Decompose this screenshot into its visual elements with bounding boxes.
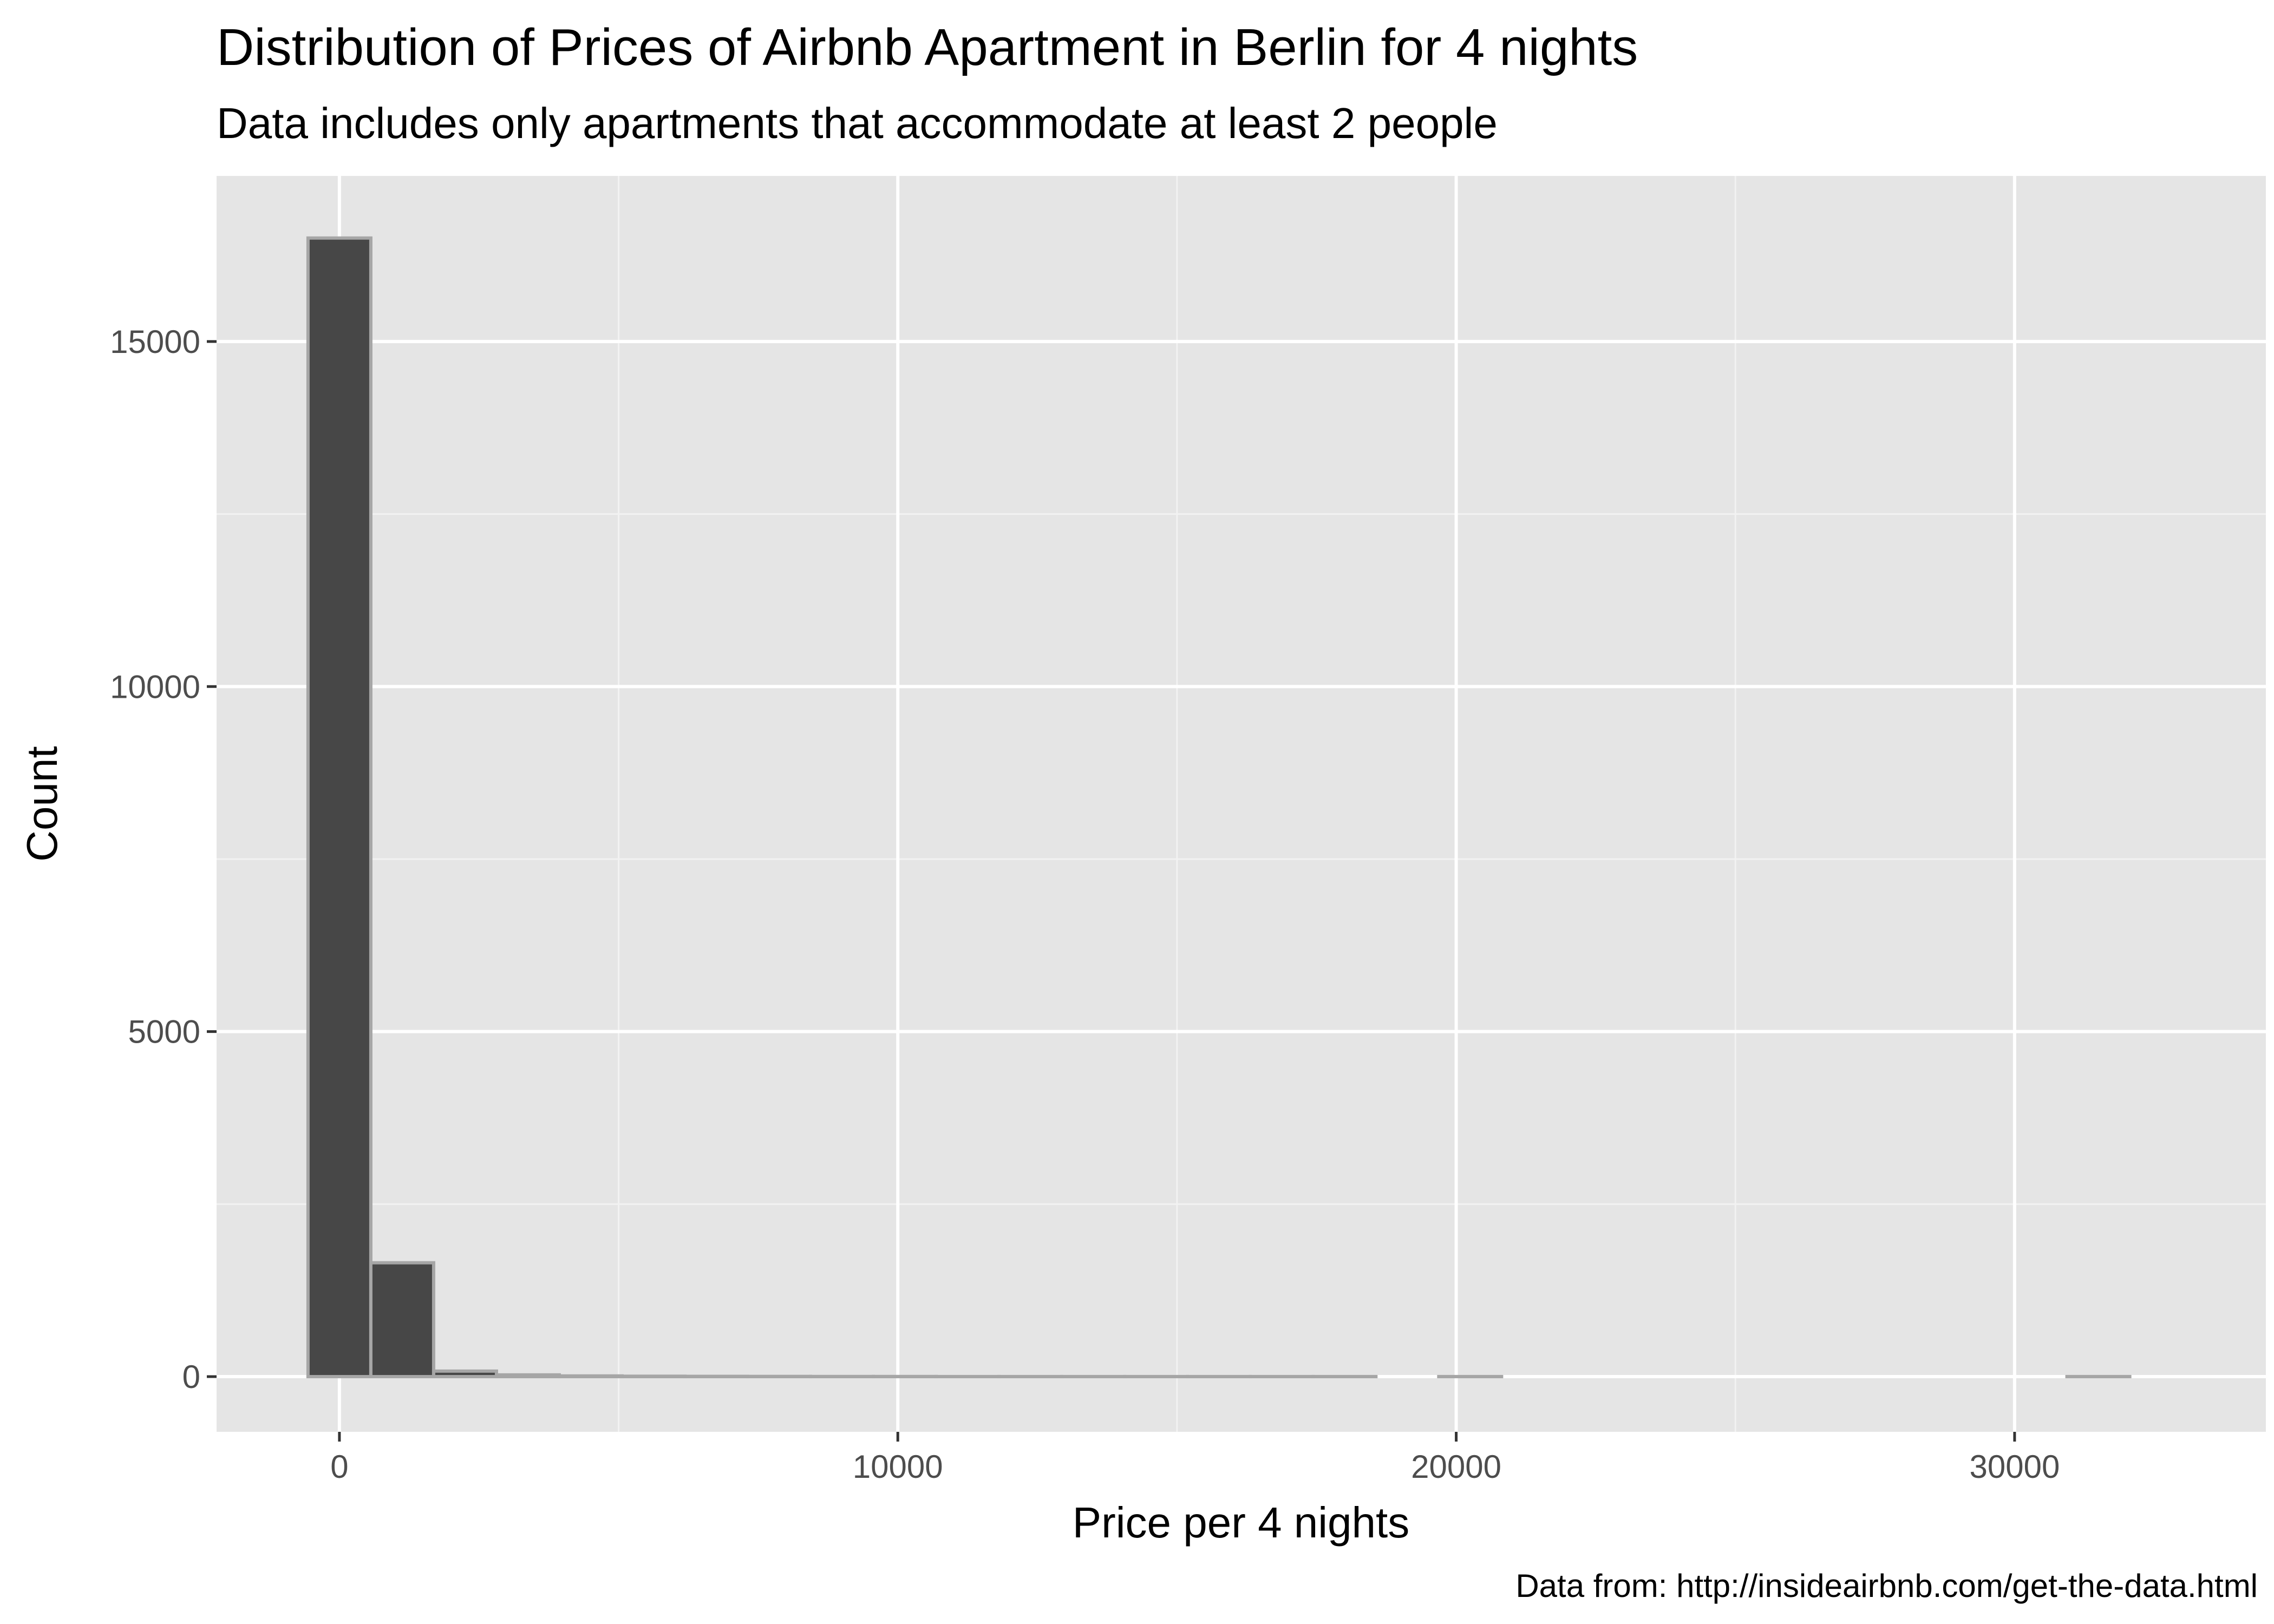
y-tick-label: 0 bbox=[182, 1359, 200, 1395]
plot-panel bbox=[217, 176, 2266, 1432]
y-axis-ticks: 0 5000 10000 15000 bbox=[110, 324, 217, 1395]
chart-title: Distribution of Prices of Airbnb Apartme… bbox=[217, 18, 1638, 76]
histogram-bars bbox=[306, 236, 2132, 1379]
y-tick-label: 10000 bbox=[110, 669, 200, 705]
x-tick-label: 20000 bbox=[1411, 1449, 1501, 1485]
histogram-bar bbox=[620, 1374, 687, 1379]
x-axis-title: Price per 4 nights bbox=[1073, 1498, 1410, 1547]
x-tick-label: 0 bbox=[330, 1449, 348, 1485]
histogram-bar bbox=[494, 1373, 561, 1379]
chart-subtitle: Data includes only apartments that accom… bbox=[217, 99, 1498, 147]
x-axis-ticks: 0 10000 20000 30000 bbox=[330, 1432, 2060, 1485]
chart-caption: Data from: http://insideairbnb.com/get-t… bbox=[1515, 1568, 2258, 1604]
grid-minor-horizontal bbox=[217, 513, 2266, 1205]
y-axis-title: Count bbox=[18, 746, 66, 861]
histogram-bar bbox=[306, 236, 373, 1379]
x-tick-label: 10000 bbox=[853, 1449, 943, 1485]
histogram-bar bbox=[432, 1369, 498, 1379]
grid-minor-vertical bbox=[618, 176, 1736, 1432]
histogram-bar bbox=[369, 1261, 435, 1379]
x-tick-label: 30000 bbox=[1969, 1449, 2060, 1485]
y-tick-label: 15000 bbox=[110, 324, 200, 360]
y-tick-label: 5000 bbox=[128, 1014, 200, 1050]
histogram-bar bbox=[557, 1374, 624, 1379]
